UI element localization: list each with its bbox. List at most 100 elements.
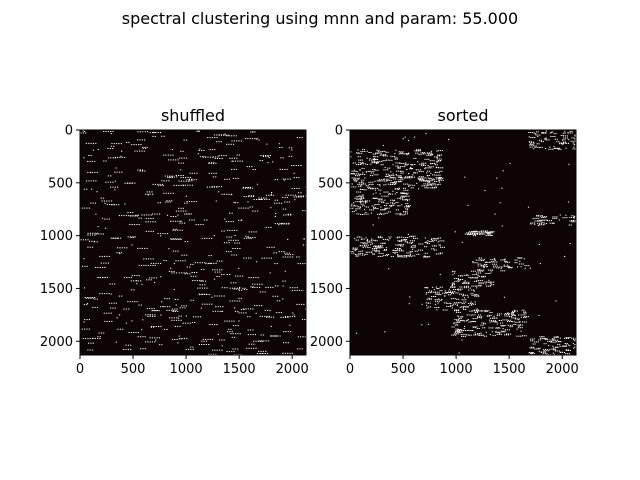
heatmap-point — [254, 210, 256, 212]
heatmap-point — [256, 283, 258, 285]
heatmap-point — [405, 239, 407, 241]
heatmap-point — [294, 287, 296, 289]
heatmap-point — [528, 265, 530, 267]
heatmap-point — [356, 198, 358, 200]
heatmap-point — [526, 265, 528, 267]
heatmap-point — [504, 258, 506, 260]
heatmap-point — [358, 164, 360, 165]
heatmap-point — [553, 336, 555, 338]
heatmap-point — [472, 270, 475, 272]
heatmap-point — [403, 255, 405, 257]
heatmap-point — [395, 162, 397, 164]
heatmap-point — [355, 201, 357, 203]
heatmap-point — [385, 247, 388, 249]
heatmap-point — [373, 160, 375, 162]
heatmap-point — [435, 184, 437, 186]
heatmap-point — [147, 131, 149, 133]
heatmap-point — [154, 135, 156, 137]
heatmap-point — [228, 178, 230, 180]
heatmap-point — [187, 176, 189, 178]
heatmap-point — [291, 316, 293, 318]
heatmap-point — [477, 314, 479, 316]
heatmap-point — [379, 151, 381, 153]
heatmap-point — [157, 132, 159, 133]
heatmap-point — [405, 203, 407, 205]
heatmap-point — [434, 182, 436, 184]
heatmap-point — [551, 338, 553, 340]
heatmap-point — [431, 153, 433, 155]
heatmap-point — [395, 182, 397, 184]
heatmap-point — [380, 180, 382, 182]
heatmap-point — [493, 257, 496, 259]
heatmap-point — [228, 251, 230, 253]
heatmap-point — [220, 273, 223, 275]
heatmap-point — [414, 172, 417, 174]
heatmap-point — [425, 241, 427, 243]
heatmap-point — [246, 237, 248, 239]
heatmap-point — [362, 201, 364, 203]
heatmap-point — [420, 152, 422, 154]
heatmap-point — [241, 309, 243, 311]
heatmap-point — [110, 312, 112, 314]
heatmap-point — [427, 153, 430, 155]
heatmap-point — [489, 232, 491, 234]
heatmap-point — [383, 154, 385, 156]
heatmap-point — [285, 194, 287, 196]
heatmap-point — [177, 159, 179, 161]
heatmap-point — [121, 156, 123, 158]
heatmap-point — [400, 192, 402, 194]
heatmap-point — [169, 177, 171, 178]
heatmap-point — [300, 165, 302, 166]
heatmap-point — [203, 219, 206, 221]
heatmap-point — [203, 340, 205, 342]
heatmap-point — [440, 167, 442, 169]
heatmap-point — [515, 324, 517, 325]
heatmap-point — [395, 174, 397, 175]
heatmap-point — [411, 168, 413, 169]
heatmap-point — [448, 302, 450, 304]
heatmap-point — [559, 214, 561, 216]
heatmap-point — [287, 178, 289, 180]
heatmap-point — [545, 343, 547, 345]
heatmap-point — [569, 345, 571, 347]
heatmap-point — [199, 148, 201, 150]
heatmap-point — [521, 309, 523, 311]
heatmap-point — [500, 325, 502, 326]
heatmap-point — [401, 239, 403, 241]
heatmap-point — [238, 312, 240, 314]
heatmap-point — [216, 158, 219, 159]
heatmap-point — [402, 166, 404, 168]
heatmap-point — [463, 299, 465, 301]
heatmap-point — [387, 183, 390, 185]
heatmap-point — [265, 340, 267, 342]
heatmap-point — [438, 300, 440, 302]
heatmap-point — [420, 164, 423, 166]
heatmap-point — [121, 295, 123, 297]
heatmap-point — [470, 276, 472, 278]
heatmap-point — [199, 156, 201, 158]
heatmap-point — [453, 322, 455, 324]
heatmap-point — [427, 184, 429, 186]
heatmap-point — [371, 159, 373, 161]
heatmap-point — [147, 314, 149, 316]
heatmap-point — [454, 310, 456, 312]
heatmap-point — [571, 337, 573, 339]
heatmap-point — [118, 252, 120, 254]
heatmap-point — [243, 289, 245, 290]
heatmap-point — [394, 155, 396, 157]
heatmap-point — [97, 267, 99, 268]
heatmap-point — [114, 283, 116, 285]
heatmap-point — [118, 171, 121, 173]
heatmap-point — [221, 158, 223, 159]
heatmap-point — [93, 240, 95, 242]
heatmap-point — [495, 321, 497, 323]
heatmap-point — [361, 159, 364, 161]
heatmap-point — [429, 184, 431, 186]
heatmap-point — [130, 277, 133, 279]
heatmap-point — [146, 191, 148, 193]
heatmap-point — [565, 147, 567, 149]
heatmap-point — [262, 334, 265, 336]
heatmap-point — [571, 215, 573, 217]
heatmap-point — [562, 143, 564, 145]
heatmap-point — [416, 182, 418, 184]
